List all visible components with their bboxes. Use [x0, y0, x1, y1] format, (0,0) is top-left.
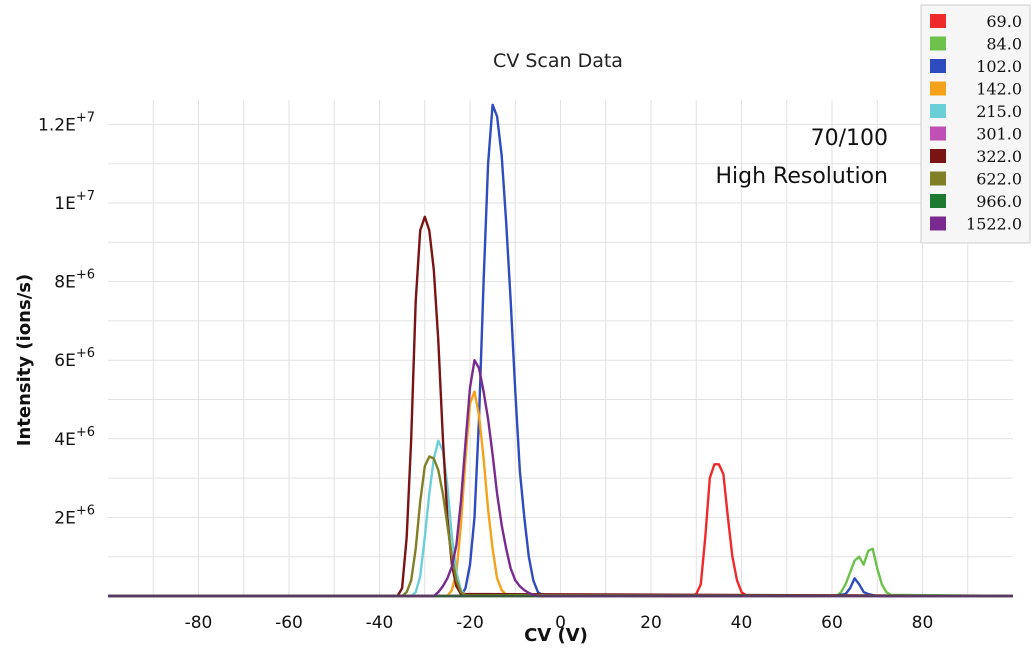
legend-label: 322.0 — [976, 147, 1022, 166]
legend-swatch — [930, 149, 946, 163]
series-line-84.0 — [108, 547, 1014, 598]
x-tick-label: -80 — [185, 613, 213, 633]
x-tick-label: -40 — [366, 613, 394, 633]
series-line-69.0 — [108, 463, 1014, 598]
x-tick-label: 40 — [731, 613, 753, 633]
y-axis-title: Intensity (ions/s) — [14, 274, 35, 446]
y-tick-label: 6E+6 — [54, 346, 95, 371]
legend-swatch — [930, 81, 946, 96]
x-tick-labels: -80 -60 -40 -20 0 20 40 60 80 — [185, 613, 934, 633]
x-tick-label: 0 — [555, 613, 566, 633]
y-tick-label: 8E+6 — [54, 268, 95, 293]
x-tick-label: -20 — [456, 613, 484, 633]
series-line-1522.0 — [108, 359, 1013, 598]
grid — [108, 100, 1013, 596]
legend-label: 69.0 — [986, 12, 1022, 31]
annotation-ratio: 70/100 — [811, 126, 888, 151]
legend-label: 215.0 — [976, 102, 1022, 121]
legend: 69.0 84.0 102.0 142.0 215.0 301.0 322.0 622.0 96… — [920, 4, 1031, 244]
legend-swatch — [930, 14, 946, 28]
legend-label: 1522.0 — [966, 215, 1022, 234]
series-line-215.0 — [108, 439, 1014, 598]
y-tick-label: 4E+6 — [54, 425, 95, 450]
legend-label: 84.0 — [986, 35, 1022, 54]
annotation-resolution: High Resolution — [715, 164, 888, 189]
legend-swatch — [930, 194, 946, 208]
chart-title: CV Scan Data — [493, 50, 623, 72]
y-tick-labels: 2E+6 4E+6 6E+6 8E+6 1E+7 1.2E+7 — [38, 110, 95, 528]
legend-label: 966.0 — [976, 192, 1022, 211]
legend-label: 301.0 — [976, 125, 1022, 144]
x-tick-label: 20 — [640, 613, 662, 633]
y-tick-label: 2E+6 — [54, 503, 95, 528]
x-tick-label: 60 — [821, 613, 843, 633]
legend-items: 69.0 84.0 102.0 142.0 215.0 301.0 322.0 622.0 96… — [930, 12, 1022, 234]
x-tick-label: 80 — [912, 613, 934, 633]
legend-label: 622.0 — [976, 170, 1022, 189]
series-line-102.0 — [108, 103, 1013, 598]
legend-swatch — [930, 126, 946, 141]
legend-swatch — [930, 59, 946, 73]
legend-swatch — [930, 36, 946, 51]
legend-label: 102.0 — [976, 57, 1022, 76]
legend-swatch — [930, 104, 946, 118]
legend-swatch — [930, 171, 946, 186]
series-line-622.0 — [108, 455, 1014, 598]
x-tick-label: -60 — [275, 613, 303, 633]
x-axis-title: CV (V) — [524, 625, 588, 646]
legend-swatch — [930, 216, 946, 231]
series-line-322.0 — [108, 215, 1014, 598]
y-tick-label: 1E+7 — [54, 189, 95, 214]
legend-label: 142.0 — [976, 80, 1022, 99]
y-tick-label: 1.2E+7 — [38, 110, 95, 135]
